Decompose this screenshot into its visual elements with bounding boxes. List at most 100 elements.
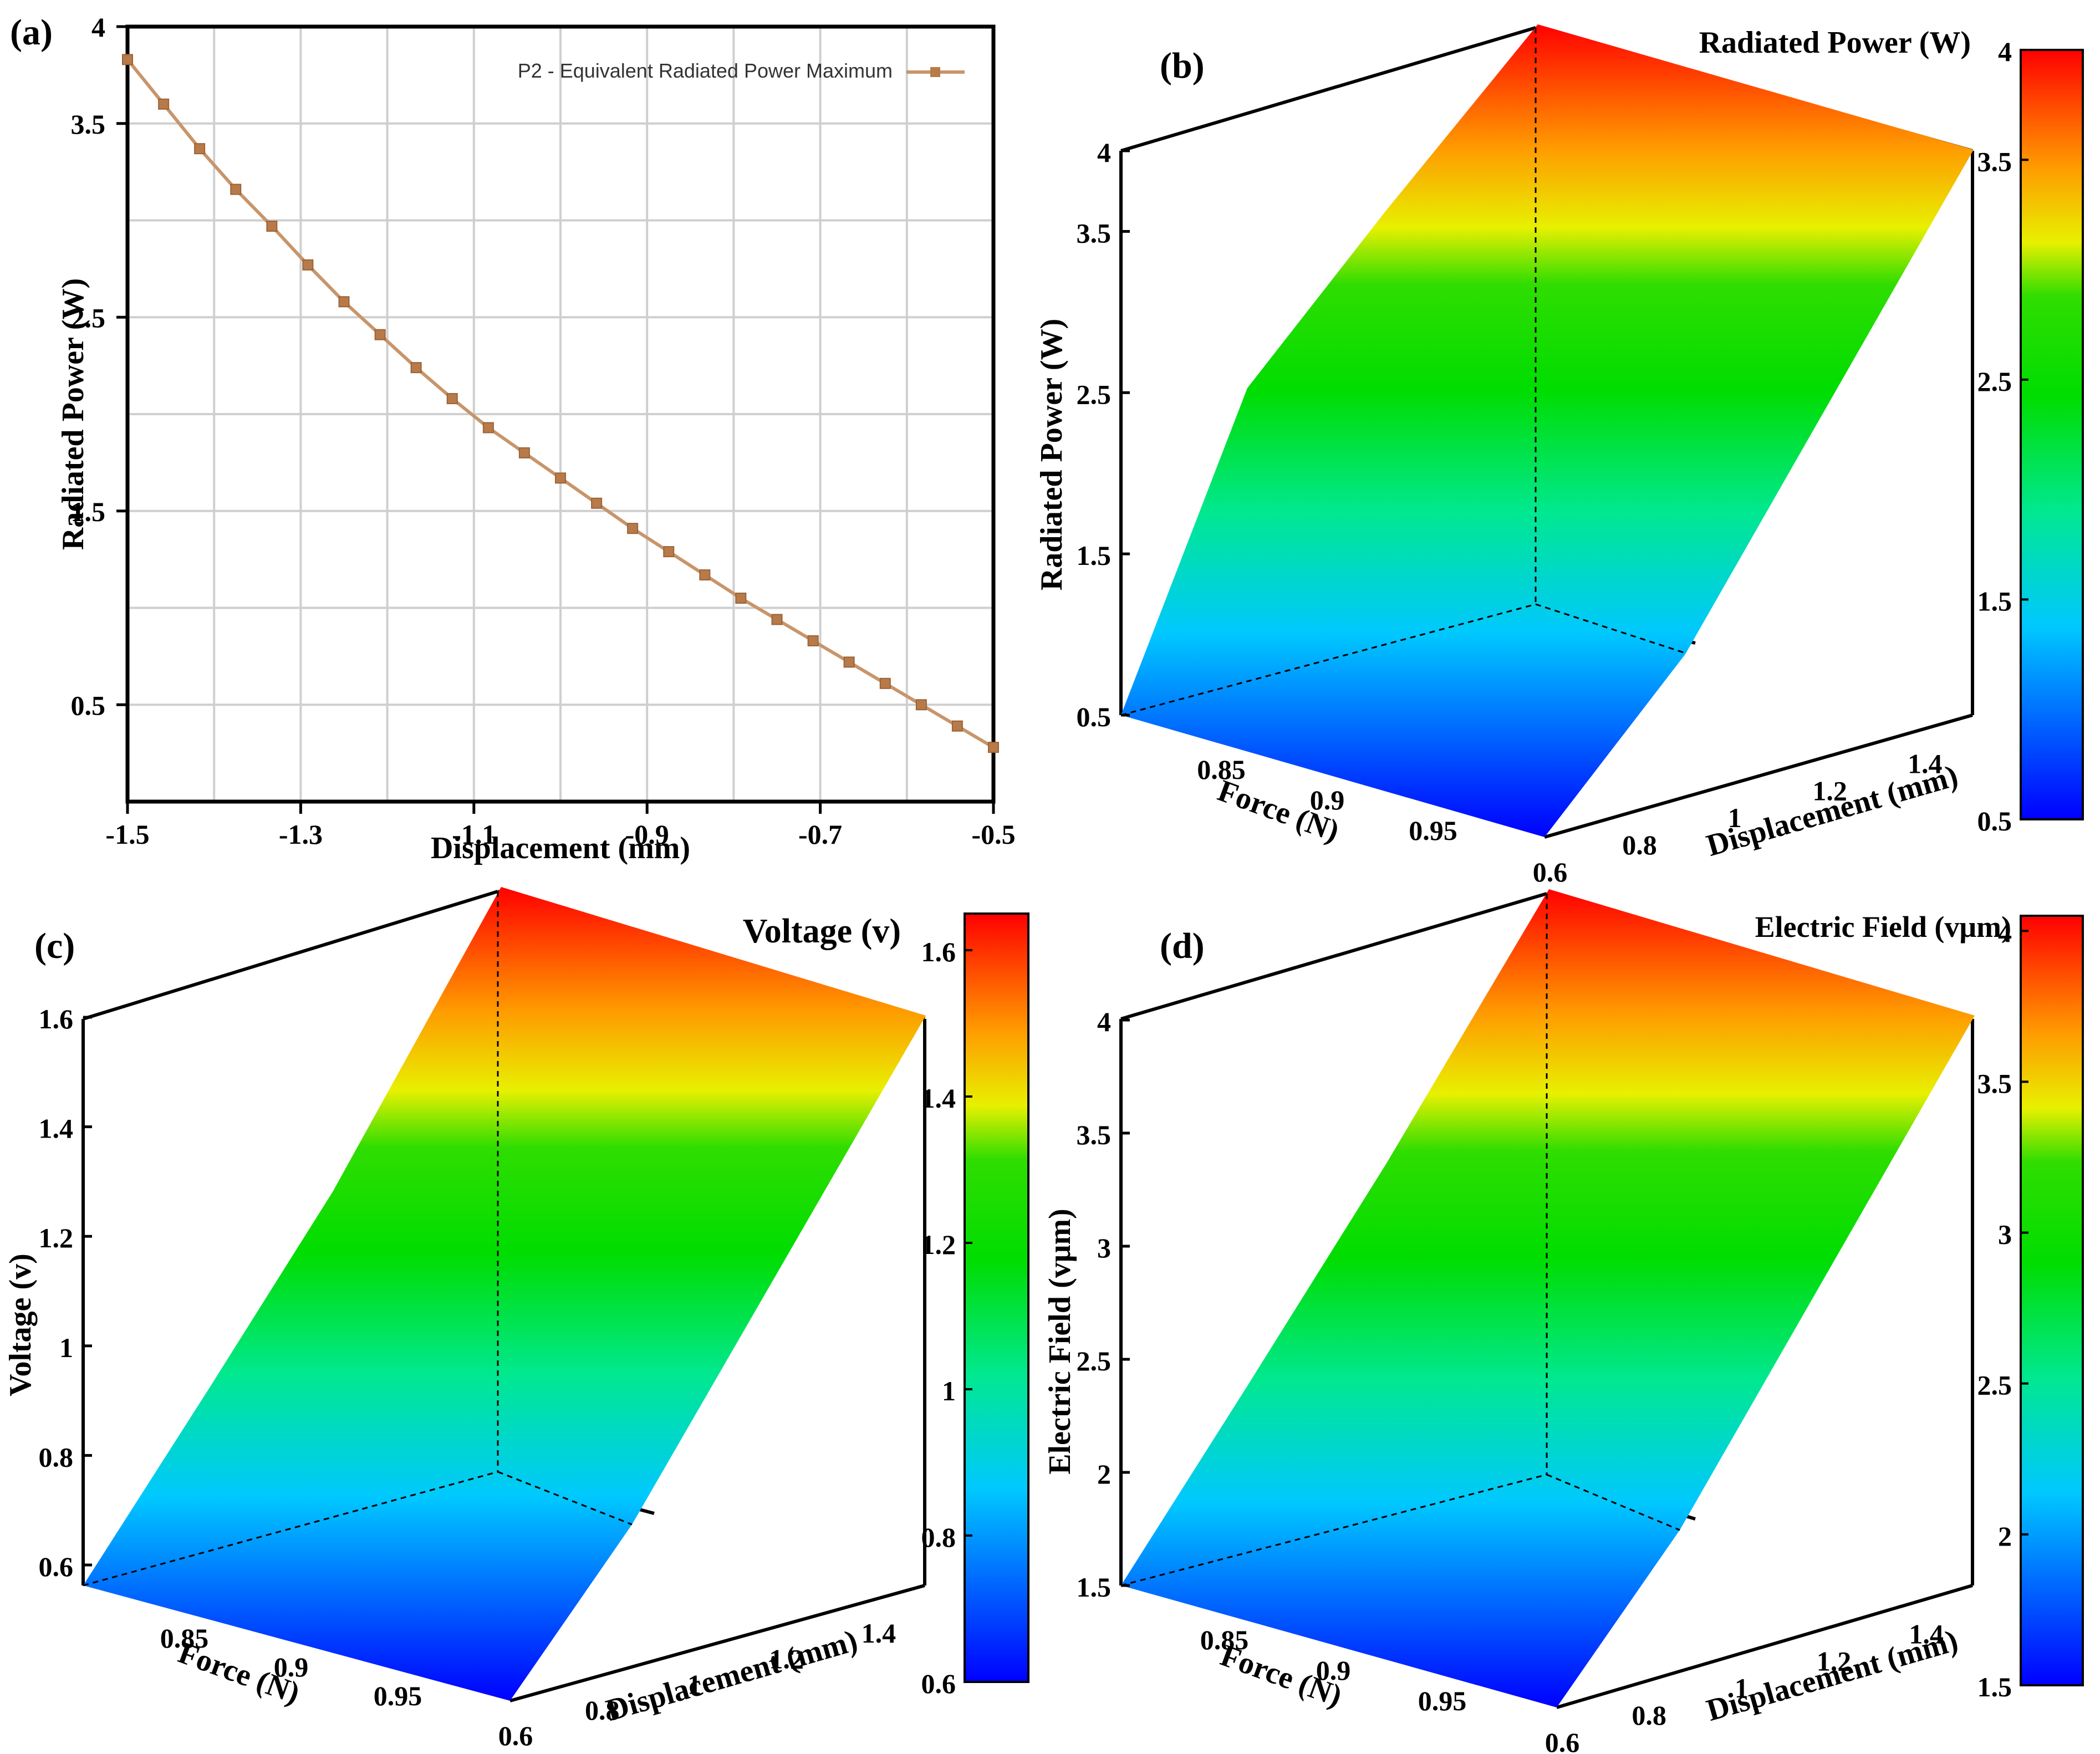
displacement-axis-line [1556, 1584, 1973, 1709]
data-point [482, 422, 494, 434]
surface-title: Radiated Power (W) [1699, 26, 1971, 60]
displacement-tick-label: 0.8 [585, 1695, 620, 1726]
y-tick-label: 4 [91, 12, 105, 43]
data-point [410, 362, 422, 374]
force-tick-label: 0.85 [1200, 1624, 1249, 1655]
data-point [735, 593, 747, 604]
colorbar-tick-label: 3 [1998, 1219, 2012, 1250]
y-axis-label: Radiated Power (W) [56, 278, 90, 550]
displacement-tick-label: 1 [1735, 1673, 1749, 1704]
z-tick-label: 2.5 [1077, 1345, 1112, 1376]
colorbar-tick-label: 1.5 [1977, 585, 2012, 616]
data-point [230, 183, 242, 195]
z-tick-label: 3 [1097, 1232, 1111, 1263]
force-tick-label: 0.95 [1418, 1685, 1467, 1716]
hidden-edge-floor-right [1546, 1473, 1680, 1531]
data-point [122, 54, 133, 65]
surface-title: Electric Field (vμm) [1755, 910, 2011, 944]
z-axis-label: Electric Field (vμm) [1043, 1209, 1077, 1475]
colorbar-tick-label: 2 [1998, 1521, 2012, 1552]
force-tick-label: 0.9 [1310, 784, 1345, 815]
z-tick-label: 2 [1097, 1459, 1111, 1490]
y-tick-label: 0.5 [71, 690, 106, 721]
y-tick-label: 1.5 [71, 496, 106, 527]
legend-marker [930, 67, 940, 77]
colorbar-tick-label: 0.5 [1977, 805, 2012, 837]
data-point [158, 98, 170, 110]
z-tick-label: 1 [59, 1332, 73, 1363]
force-tick-label: 0.85 [160, 1623, 209, 1654]
surface [1121, 24, 1974, 837]
x-tick-label: -0.7 [798, 819, 842, 850]
colorbar-tick-label: 2.5 [1977, 1370, 2012, 1401]
z-tick-label: 1.5 [1077, 540, 1112, 571]
panel-d: 1.5 2 2.5 3 3.5 4 0.85 0.9 0.95 0.6 0.8 1 1.2 1.4 Forc… [1043, 889, 2084, 1754]
colorbar-tick-label: 1.2 [921, 1229, 956, 1260]
z-tick-label: 4 [1097, 137, 1111, 168]
z-tick-label: 1.4 [39, 1113, 74, 1144]
displacement-tick-label: 0.8 [1622, 829, 1657, 860]
z-tick-label: 1.6 [39, 1003, 74, 1034]
displacement-tick-label: 1 [1728, 802, 1742, 833]
hidden-edge-floor-left [83, 1471, 498, 1587]
data-point [879, 677, 891, 689]
colorbar-tick-label: 2.5 [1977, 366, 2012, 397]
colorbar-tick-label: 1.4 [921, 1083, 956, 1114]
data-point [807, 635, 819, 646]
data-point [627, 523, 639, 534]
data-point [302, 259, 314, 271]
displacement-tick-label: 1 [687, 1669, 701, 1700]
panel-b: 0.51.52.53.540.850.90.950.60.811.21.4For… [1034, 24, 2084, 888]
data-point [374, 329, 386, 340]
displacement-tick-label: 1.2 [1812, 775, 1847, 806]
colorbar-tick-label: 3.5 [1977, 1068, 2012, 1099]
y-tick-label: 3.5 [71, 109, 106, 140]
colorbar-tick-label: 4 [1998, 36, 2012, 67]
data-point [591, 497, 603, 509]
y-tick-label: 2.5 [71, 302, 106, 333]
data-point [951, 720, 963, 732]
displacement-tick-label: 1.2 [1817, 1645, 1852, 1676]
displacement-tick-label: 1.4 [862, 1618, 896, 1649]
data-point [446, 393, 458, 405]
z-tick-label: 3.5 [1077, 217, 1112, 248]
force-tick-label: 0.9 [274, 1651, 309, 1682]
z-tick-label: 0.5 [1077, 701, 1112, 732]
hidden-edge-floor-left [1120, 603, 1536, 716]
force-tick-label: 0.95 [1409, 815, 1457, 846]
z-axis-label: Voltage (v) [3, 1253, 38, 1396]
z-axis-label: Radiated Power (W) [1034, 319, 1069, 590]
force-tick-label: 0.95 [374, 1680, 422, 1711]
force-axis-label: Force (N) [1216, 1638, 1347, 1714]
x-tick-label: -0.9 [625, 819, 669, 850]
colorbar-tick-label: 1.5 [1977, 1671, 2012, 1702]
box-edge-back-left [83, 890, 498, 1021]
colorbar-tick-label: 0.8 [921, 1522, 956, 1553]
colorbar-tick-label: 3.5 [1977, 146, 2012, 177]
z-tick-label: 0.8 [39, 1441, 74, 1472]
panel-a: -1.5 -1.3 -1.1 -0.9 -0.7 -0.5 0.5 1.5 2.5 3.5 4 Dis… [10, 12, 1016, 865]
displacement-axis-line [509, 1584, 925, 1702]
data-point [338, 296, 350, 308]
colorbar-tick-label: 1 [942, 1375, 956, 1406]
z-tick-label: 3.5 [1077, 1119, 1112, 1150]
hidden-edge-floor-left [1120, 1473, 1547, 1587]
panel-label: (c) [34, 926, 75, 966]
colorbar [2020, 915, 2084, 1686]
x-tick-label: -1.1 [452, 819, 496, 850]
displacement-tick-label: 1.4 [1908, 748, 1943, 779]
colorbar-tick-label: 1.6 [921, 936, 956, 967]
panel-label: (d) [1160, 926, 1205, 966]
colorbar-tick-label: 4 [1998, 917, 2012, 948]
force-axis-label: Force (N) [174, 1635, 304, 1711]
x-tick-label: -1.5 [105, 819, 149, 850]
plot-frame [125, 24, 996, 804]
displacement-tick-label: 0.6 [1545, 1727, 1580, 1754]
data-point [771, 614, 783, 625]
data-point [663, 546, 675, 558]
colorbar-tick-label: 0.6 [921, 1668, 956, 1699]
data-point [699, 569, 711, 581]
colorbar [2020, 49, 2084, 820]
data-point [555, 472, 566, 484]
